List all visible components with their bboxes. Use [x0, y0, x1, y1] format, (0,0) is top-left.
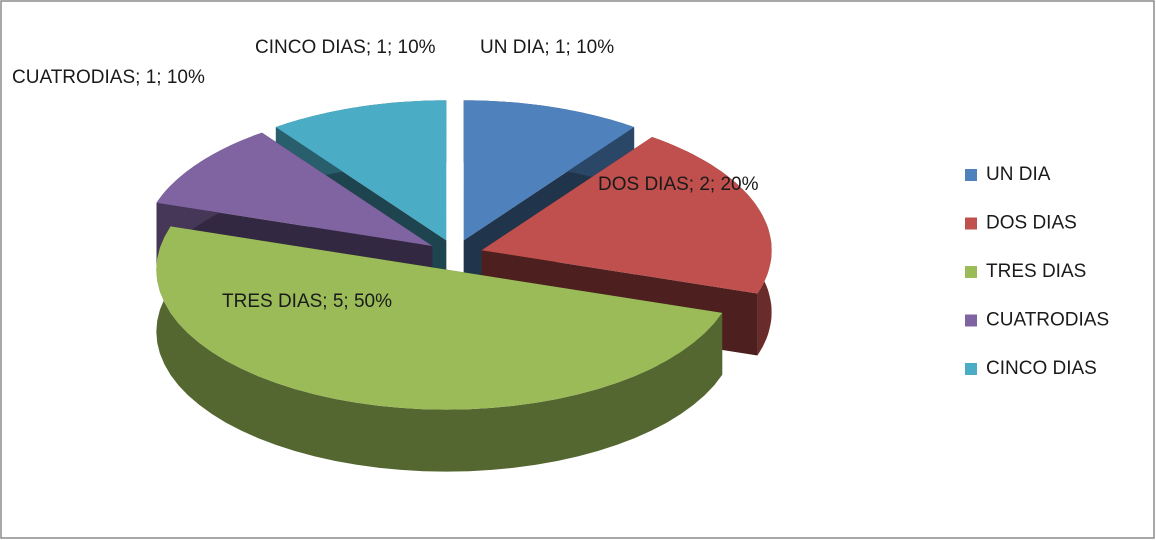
legend-label: CINCO DIAS — [986, 358, 1097, 379]
slice-top — [275, 100, 447, 241]
legend-swatch — [965, 266, 977, 278]
data-label: TRES DIAS; 5; 50% — [222, 291, 392, 312]
legend-label: CUATRODIAS — [986, 310, 1109, 331]
legend-swatch — [965, 314, 977, 327]
legend-swatch — [965, 169, 977, 181]
data-label: DOS DIAS; 2; 20% — [598, 174, 759, 195]
slice-side — [156, 226, 723, 472]
data-label: UN DIA; 1; 10% — [480, 37, 614, 58]
slice-top — [156, 132, 433, 246]
legend-swatch — [965, 217, 977, 230]
legend-label: UN DIA — [986, 164, 1051, 185]
legend-swatch — [965, 363, 977, 375]
slice-top — [481, 137, 772, 294]
data-label: CINCO DIAS; 1; 10% — [255, 37, 436, 58]
legend-label: TRES DIAS — [986, 261, 1086, 282]
pie-slice — [156, 226, 723, 472]
legend-label: DOS DIAS — [986, 213, 1077, 234]
slice-top — [463, 100, 635, 241]
data-label: CUATRODIAS; 1; 10% — [12, 67, 205, 88]
slice-top — [156, 226, 723, 410]
